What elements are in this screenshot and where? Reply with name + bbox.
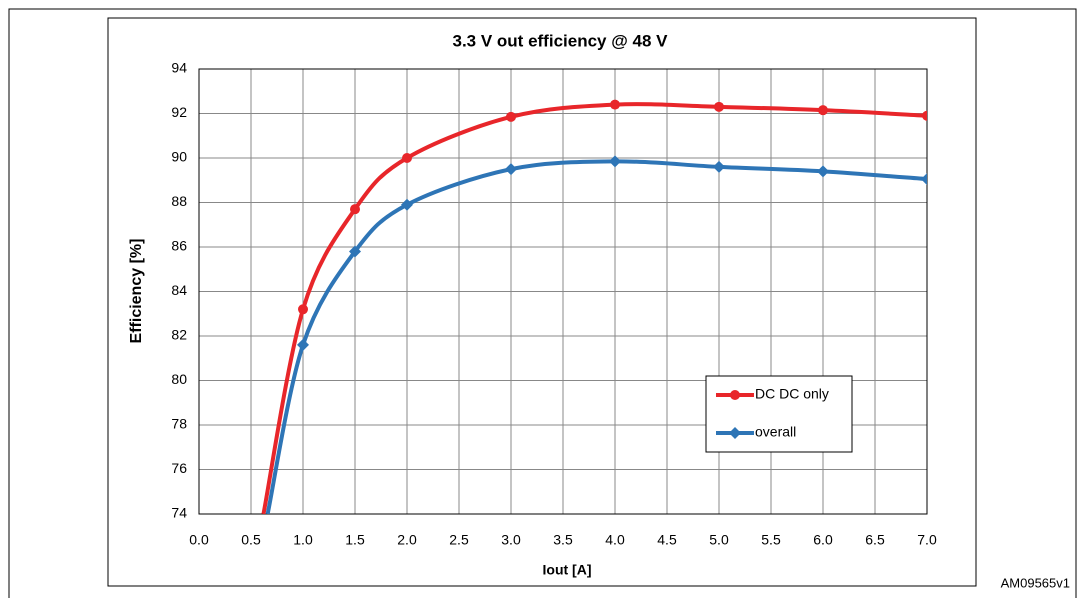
data-point <box>818 105 828 116</box>
legend-marker <box>729 427 741 439</box>
data-point <box>713 160 725 173</box>
data-point <box>401 198 413 211</box>
y-tick-label: 86 <box>171 238 187 254</box>
data-point <box>610 99 620 110</box>
legend-label: overall <box>755 424 796 440</box>
y-tick-label: 90 <box>171 149 187 165</box>
y-tick-label: 94 <box>171 60 187 76</box>
data-point <box>609 155 621 168</box>
y-axis-label: Efficiency [%] <box>128 239 145 344</box>
x-tick-label: 0.5 <box>241 532 261 548</box>
y-tick-label: 78 <box>171 416 187 432</box>
y-tick-label: 88 <box>171 193 187 209</box>
frame <box>8 8 1077 603</box>
data-point <box>505 163 517 176</box>
x-tick-label: 7.0 <box>917 532 937 548</box>
x-tick-label: 5.0 <box>709 532 729 548</box>
figure-id: AM09565v1 <box>1001 575 1070 590</box>
data-point <box>350 204 360 215</box>
x-tick-label: 6.5 <box>865 532 885 548</box>
data-point <box>298 304 308 315</box>
chart-title: 3.3 V out efficiency @ 48 V <box>453 31 669 50</box>
data-point <box>921 173 927 186</box>
x-tick-label: 6.0 <box>813 532 833 548</box>
data-point <box>922 110 927 121</box>
legend-label: DC DC only <box>755 386 829 402</box>
y-tick-label: 92 <box>171 104 187 120</box>
plot-border <box>198 68 928 515</box>
y-tick-label: 84 <box>171 282 187 298</box>
x-axis-label: Iout [A] <box>543 562 592 578</box>
legend-box <box>705 375 853 453</box>
x-tick-label: 5.5 <box>761 532 781 548</box>
x-tick-label: 2.5 <box>449 532 469 548</box>
legend-marker <box>730 390 740 400</box>
y-tick-label: 82 <box>171 327 187 343</box>
data-point <box>297 338 309 351</box>
data-point <box>402 153 412 163</box>
x-tick-label: 2.0 <box>397 532 417 548</box>
data-point <box>817 165 829 178</box>
y-tick-label: 74 <box>171 505 187 521</box>
chart-box <box>107 17 977 587</box>
x-tick-label: 4.5 <box>657 532 677 548</box>
y-tick-label: 80 <box>171 371 187 387</box>
x-tick-label: 3.5 <box>553 532 573 548</box>
x-tick-label: 3.0 <box>501 532 521 548</box>
x-tick-label: 4.0 <box>605 532 625 548</box>
y-tick-label: 76 <box>171 460 187 476</box>
x-tick-label: 1.0 <box>293 532 313 548</box>
data-point <box>714 101 724 112</box>
x-tick-label: 1.5 <box>345 532 365 548</box>
data-point <box>506 111 516 122</box>
data-point <box>349 245 361 258</box>
plot-clip <box>261 99 927 514</box>
x-tick-label: 0.0 <box>189 532 209 548</box>
